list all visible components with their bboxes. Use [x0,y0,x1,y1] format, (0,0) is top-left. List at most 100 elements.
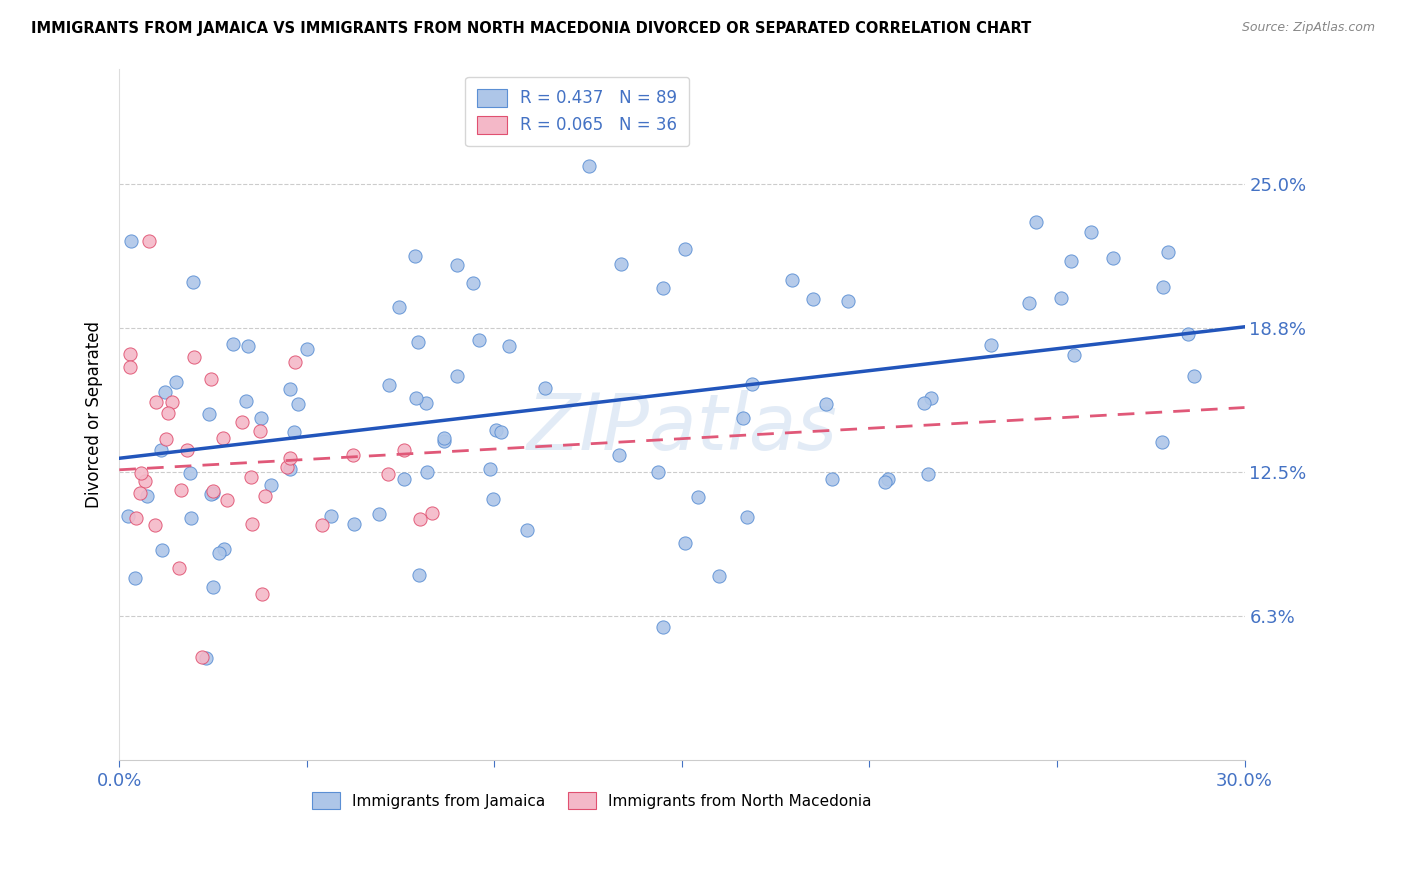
Point [342,449,364,463]
Point [652,619,675,633]
Point [1063,348,1085,362]
Point [607,448,630,462]
Point [912,395,935,409]
Point [873,475,896,490]
Point [368,507,391,521]
Point [392,472,415,486]
Point [652,280,675,294]
Point [155,384,177,399]
Point [405,391,427,405]
Point [212,542,235,557]
Point [1157,245,1180,260]
Point [1080,225,1102,239]
Point [920,391,942,405]
Point [134,475,156,489]
Point [249,424,271,438]
Point [319,508,342,523]
Point [917,467,939,481]
Point [837,294,859,309]
Point [420,506,443,520]
Point [406,335,429,350]
Point [709,569,731,583]
Point [408,567,430,582]
Point [180,511,202,525]
Point [129,467,152,481]
Point [516,524,538,538]
Point [1018,296,1040,310]
Text: IMMIGRANTS FROM JAMAICA VS IMMIGRANTS FROM NORTH MACEDONIA DIVORCED OR SEPARATED: IMMIGRANTS FROM JAMAICA VS IMMIGRANTS FR… [31,21,1031,36]
Point [120,359,142,374]
Point [250,410,273,425]
Point [181,275,204,289]
Point [980,337,1002,351]
Point [176,442,198,457]
Point [136,489,159,503]
Point [117,509,139,524]
Point [183,350,205,364]
Point [731,411,754,425]
Point [478,461,501,475]
Point [150,543,173,558]
Point [609,257,631,271]
Point [202,581,225,595]
Point [165,375,187,389]
Point [415,396,437,410]
Point [1152,435,1174,450]
Point [156,406,179,420]
Point [801,292,824,306]
Point [155,432,177,446]
Point [260,478,283,492]
Point [1102,251,1125,265]
Point [392,443,415,458]
Point [179,466,201,480]
Point [145,395,167,409]
Point [125,511,148,525]
Point [446,258,468,272]
Point [741,377,763,392]
Point [278,382,301,396]
Point [239,470,262,484]
Point [433,431,456,445]
Text: ZIPatlas: ZIPatlas [526,391,838,467]
Point [463,276,485,290]
Point [688,490,710,504]
Point [409,512,432,526]
Point [814,397,837,411]
Point [647,465,669,479]
Point [235,394,257,409]
Point [433,434,456,448]
Point [491,425,513,440]
Point [283,425,305,440]
Y-axis label: Divorced or Separated: Divorced or Separated [86,321,103,508]
Point [482,491,505,506]
Point [388,300,411,314]
Point [533,380,555,394]
Point [254,489,277,503]
Point [311,518,333,533]
Point [167,561,190,575]
Point [416,465,439,479]
Point [498,339,520,353]
Point [240,516,263,531]
Point [343,516,366,531]
Point [160,395,183,409]
Point [1152,280,1174,294]
Point [821,472,844,486]
Point [780,273,803,287]
Point [578,159,600,173]
Point [485,423,508,437]
Point [278,450,301,465]
Point [876,472,898,486]
Point [404,249,426,263]
Point [208,546,231,560]
Point [222,336,245,351]
Point [212,431,235,445]
Point [129,485,152,500]
Point [735,510,758,524]
Point [143,517,166,532]
Point [1025,215,1047,229]
Point [673,536,696,550]
Point [377,467,399,482]
Point [118,346,141,360]
Point [200,487,222,501]
